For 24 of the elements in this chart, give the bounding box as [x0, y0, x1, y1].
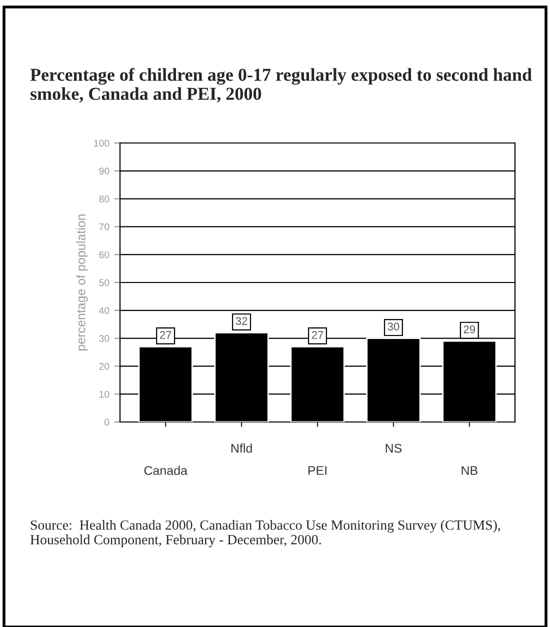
y-tick-label: 40: [98, 307, 110, 314]
source-note: Source: Health Canada 2000, Canadian Tobacco Use Monitoring Survey (CTUMS), Household Component, February - December, 2000.: [30, 520, 500, 548]
x-tick-label: Canada: [144, 466, 188, 475]
y-axis-title: percentage of population: [76, 214, 88, 350]
data-label: 27: [160, 331, 172, 339]
x-tick-label: PEI: [308, 466, 326, 475]
y-tick-label: 0: [104, 418, 110, 426]
y-tick-label: 20: [99, 362, 110, 370]
y-tick-label: 50: [99, 279, 110, 286]
data-label: 32: [236, 317, 248, 325]
x-tick-label: NS: [386, 444, 402, 453]
y-tick-label: 10: [100, 390, 110, 398]
chart-title: Percentage of children age 0-17 regularly exposed to second hand smoke, Canada and PEI, 2000: [30, 68, 532, 103]
y-tick-label: 90: [99, 168, 110, 175]
x-tick-label: NB: [462, 466, 478, 475]
data-label: 27: [312, 331, 324, 339]
y-tick-label: 30: [99, 335, 110, 342]
data-label: 29: [464, 325, 476, 334]
data-label: 30: [388, 322, 400, 331]
y-tick-label: 60: [99, 251, 110, 258]
y-tick-label: 80: [99, 196, 110, 202]
y-tick-label: 70: [99, 223, 110, 230]
y-tick-label: 100: [94, 140, 110, 147]
x-tick-label: Nfld: [231, 444, 252, 453]
